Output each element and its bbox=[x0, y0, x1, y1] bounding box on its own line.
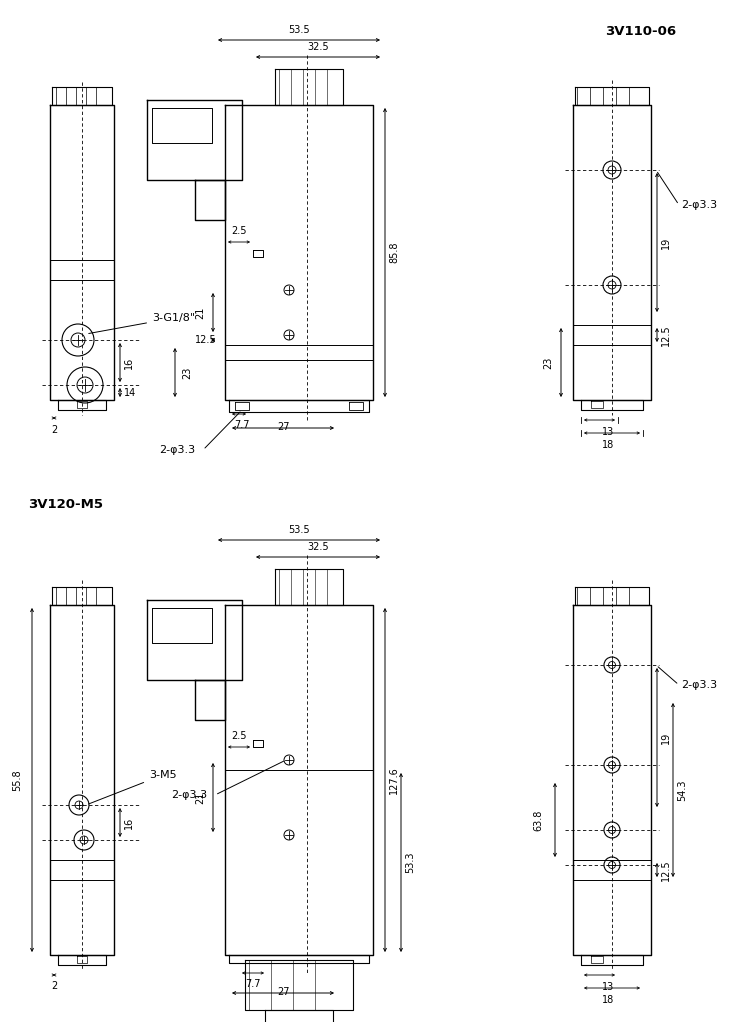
Text: 53.5: 53.5 bbox=[288, 525, 310, 535]
Text: 12.5: 12.5 bbox=[195, 335, 217, 345]
Text: 13: 13 bbox=[602, 427, 614, 437]
Text: 53.5: 53.5 bbox=[288, 25, 310, 35]
Text: 19: 19 bbox=[661, 732, 671, 744]
Text: 2-φ3.3: 2-φ3.3 bbox=[171, 790, 207, 800]
Text: 85.8: 85.8 bbox=[389, 242, 399, 264]
Text: 2-φ3.3: 2-φ3.3 bbox=[681, 680, 717, 690]
Text: 32.5: 32.5 bbox=[308, 542, 328, 552]
Text: 54.3: 54.3 bbox=[677, 779, 687, 801]
Text: 2-φ3.3: 2-φ3.3 bbox=[159, 445, 195, 455]
Text: 3-G1/8": 3-G1/8" bbox=[88, 313, 195, 333]
Text: 2: 2 bbox=[51, 425, 57, 435]
Text: 32.5: 32.5 bbox=[308, 42, 328, 52]
Text: 18: 18 bbox=[602, 995, 614, 1005]
Text: 13: 13 bbox=[602, 982, 614, 992]
Text: 3V120-M5: 3V120-M5 bbox=[28, 498, 103, 511]
Text: 2.5: 2.5 bbox=[231, 226, 247, 236]
Text: 23: 23 bbox=[182, 366, 192, 379]
Text: 12.5: 12.5 bbox=[661, 324, 671, 345]
Text: 3V110-06: 3V110-06 bbox=[605, 25, 676, 38]
Text: 19: 19 bbox=[661, 236, 671, 248]
Text: 27: 27 bbox=[277, 987, 290, 997]
Text: 63.8: 63.8 bbox=[533, 809, 543, 831]
Text: 3-M5: 3-M5 bbox=[88, 770, 177, 804]
Text: 27: 27 bbox=[277, 422, 290, 432]
Text: 23: 23 bbox=[543, 357, 553, 369]
Text: 127.6: 127.6 bbox=[389, 766, 399, 794]
Text: 55.8: 55.8 bbox=[12, 770, 22, 791]
Text: 7.7: 7.7 bbox=[234, 420, 250, 430]
Text: 53.3: 53.3 bbox=[405, 851, 415, 873]
Text: 21: 21 bbox=[195, 307, 205, 319]
Text: 12.5: 12.5 bbox=[661, 860, 671, 881]
Text: 16: 16 bbox=[124, 817, 134, 829]
Text: 16: 16 bbox=[124, 357, 134, 369]
Text: 2: 2 bbox=[51, 981, 57, 991]
Text: 2-φ3.3: 2-φ3.3 bbox=[681, 200, 717, 210]
Text: 7.7: 7.7 bbox=[245, 979, 261, 989]
Text: 14: 14 bbox=[124, 387, 136, 398]
Text: 21: 21 bbox=[195, 791, 205, 803]
Text: 18: 18 bbox=[602, 440, 614, 450]
Text: 2.5: 2.5 bbox=[231, 731, 247, 741]
